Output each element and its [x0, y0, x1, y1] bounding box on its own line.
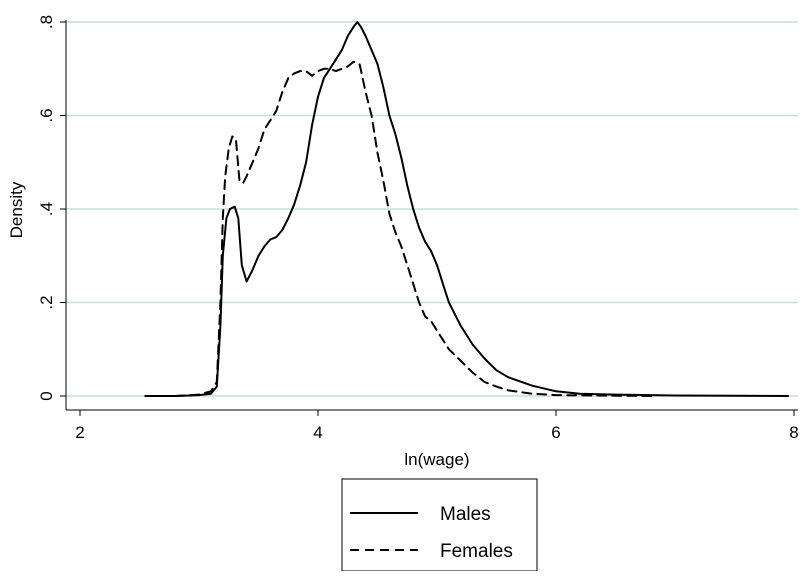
axis-labels: Density ln(wage) — [7, 181, 470, 469]
x-tick-label-0: 2 — [75, 423, 84, 442]
series-line-females — [144, 60, 653, 397]
y-tick-label-1: .2 — [37, 295, 56, 309]
x-axis-title: ln(wage) — [404, 450, 469, 469]
x-tick-label-2: 6 — [551, 423, 560, 442]
legend-box — [341, 478, 538, 572]
y-axis-title: Density — [7, 181, 26, 238]
grid-lines — [66, 21, 798, 397]
series-line-males — [144, 21, 790, 397]
y-tick-label-2: .4 — [37, 202, 56, 216]
legend-females-label: Females — [440, 541, 513, 562]
legend-males-label: Males — [440, 504, 491, 525]
y-tick-label-4: .8 — [37, 15, 56, 29]
x-tick-label-1: 4 — [313, 423, 322, 442]
series-lines — [144, 21, 790, 397]
axes: 0 .2 .4 .6 .8 2 4 6 8 — [37, 15, 799, 442]
x-tick-label-3: 8 — [789, 423, 798, 442]
legend: Males Females — [341, 478, 538, 572]
y-tick-label-3: .6 — [37, 108, 56, 122]
y-tick-label-0: 0 — [37, 391, 56, 400]
